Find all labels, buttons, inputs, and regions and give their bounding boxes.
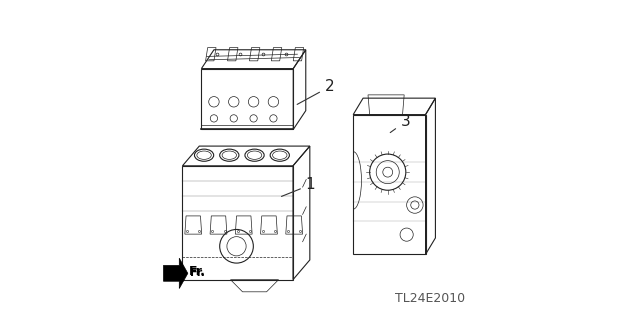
Text: Fr.: Fr. <box>190 268 205 278</box>
Polygon shape <box>163 258 188 288</box>
Text: 1: 1 <box>282 177 316 197</box>
Text: 2: 2 <box>297 79 334 104</box>
Text: Fr.: Fr. <box>189 265 205 278</box>
Text: TL24E2010: TL24E2010 <box>396 292 465 305</box>
Text: 3: 3 <box>390 114 410 133</box>
